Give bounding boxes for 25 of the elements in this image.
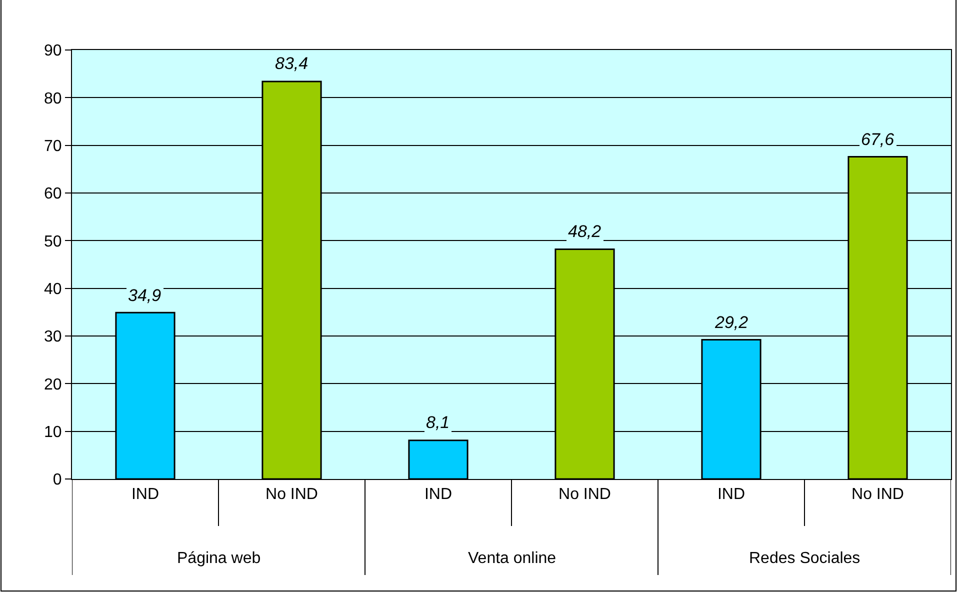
- data-label: 8,1: [426, 413, 450, 432]
- x-tick-label: IND: [131, 486, 160, 504]
- y-tick-label: 20: [44, 376, 62, 394]
- y-tick-label: 0: [52, 472, 62, 489]
- data-label: 67,6: [861, 130, 895, 149]
- data-label: 83,4: [275, 54, 308, 73]
- data-label: 34,9: [128, 286, 162, 305]
- y-tick-label: 80: [44, 90, 62, 108]
- y-tick-label: 90: [44, 42, 62, 60]
- y-tick-label: 40: [44, 280, 62, 298]
- x-tick-label: IND: [717, 486, 746, 504]
- x-tick-label: No IND: [852, 486, 904, 504]
- x-tick-label: No IND: [558, 486, 611, 504]
- x-tick-label: IND: [424, 486, 452, 504]
- y-tick-label: 70: [44, 138, 62, 155]
- data-label: 48,2: [568, 222, 602, 241]
- x-tick-label: No IND: [266, 486, 318, 504]
- text: Venta online: [468, 550, 556, 567]
- data-label: 29,2: [714, 313, 749, 332]
- y-tick-label: 30: [44, 328, 62, 346]
- text: Página web: [177, 550, 261, 567]
- y-tick-label: 50: [44, 233, 62, 250]
- y-tick-label: 10: [44, 424, 62, 441]
- y-tick-label: 60: [44, 186, 62, 203]
- text: Redes Sociales: [749, 550, 860, 567]
